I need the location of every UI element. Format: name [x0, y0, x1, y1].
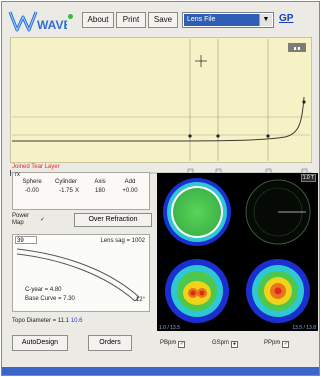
cyear-label: C-year = 4.80 [25, 287, 62, 293]
fluorescein-profile-plot[interactable]: ∎∎ [10, 37, 312, 163]
cylinder-value[interactable]: -1.75 [59, 188, 73, 194]
axis-separator: X [74, 188, 79, 194]
power-map-checkbox[interactable]: ✓ [40, 217, 46, 223]
gspm-checkbox[interactable]: GSpm ● [212, 340, 239, 348]
about-button[interactable]: About [82, 12, 114, 28]
file-select[interactable]: Lens File ▼ [182, 12, 274, 28]
connection-status-dot [68, 14, 73, 19]
cylinder-header: Cylinder [54, 179, 77, 185]
pbpm-checkbox[interactable]: PBpm ✓ [160, 340, 186, 348]
chevron-down-icon[interactable]: ▼ [259, 14, 272, 26]
sphere-header: Sphere [22, 179, 42, 185]
topo-value-1: 11.1 [57, 318, 70, 324]
topo-value-2: 10.6 [70, 318, 83, 324]
autodesign-button[interactable]: AutoDesign [12, 335, 68, 351]
lens-sag-label: Lens sag = 1002 [100, 238, 145, 244]
rx-marker: rx [15, 172, 20, 178]
add-header: Add [124, 179, 136, 185]
axis-value[interactable]: 180 [94, 188, 105, 194]
axis-header: Axis [94, 179, 106, 185]
base-curve-label: Base Curve = 7.30 [25, 296, 75, 302]
crosshair-icon [195, 55, 207, 67]
topography-map-right[interactable]: 13.5 / 13.8 [238, 253, 318, 332]
gp-link[interactable]: GP [279, 13, 294, 24]
svg-text:∎∎: ∎∎ [293, 46, 301, 52]
power-map-label: Power Map [12, 213, 30, 226]
map-grid[interactable]: 1.0 T 1.0 / 13.5 [157, 173, 318, 331]
wave-logo: WAVE [7, 8, 67, 34]
fluorescein-map[interactable] [157, 173, 237, 252]
status-bar [2, 367, 319, 375]
orders-button[interactable]: Orders [88, 335, 132, 351]
print-button[interactable]: Print [116, 12, 146, 28]
add-value[interactable]: +0.00 [122, 188, 138, 194]
pupil-map[interactable]: 1.0 T [238, 173, 318, 252]
edge-angle-label: 12° [135, 297, 145, 303]
lens-profile-panel: 39 Lens sag = 1002 C-year = 4.80 Base Cu… [12, 234, 150, 312]
file-select-value: Lens File [184, 14, 259, 26]
map-scale-badge: 1.0 T [300, 174, 316, 182]
over-refraction-button[interactable]: Over Refraction [74, 213, 152, 227]
map-footer-right: 13.5 / 13.8 [292, 325, 316, 331]
wave-logo-text: WAVE [37, 18, 67, 32]
save-button[interactable]: Save [148, 12, 178, 28]
topography-map-left[interactable]: 1.0 / 13.5 [157, 253, 237, 332]
lens-diameter-input[interactable]: 39 [15, 236, 37, 244]
map-footer-left: 1.0 / 13.5 [159, 325, 180, 331]
pppm-checkbox[interactable]: PPpm ✓ [264, 340, 290, 348]
topo-diameter-label: Topo Diameter = 11.1 10.6 [12, 318, 83, 324]
sphere-value[interactable]: -0.00 [25, 188, 39, 194]
tear-layer-label: Joined Tear Layer [12, 164, 60, 170]
prescription-panel: rx Sphere Cylinder Axis Add -0.00 -1.75 … [12, 172, 150, 210]
